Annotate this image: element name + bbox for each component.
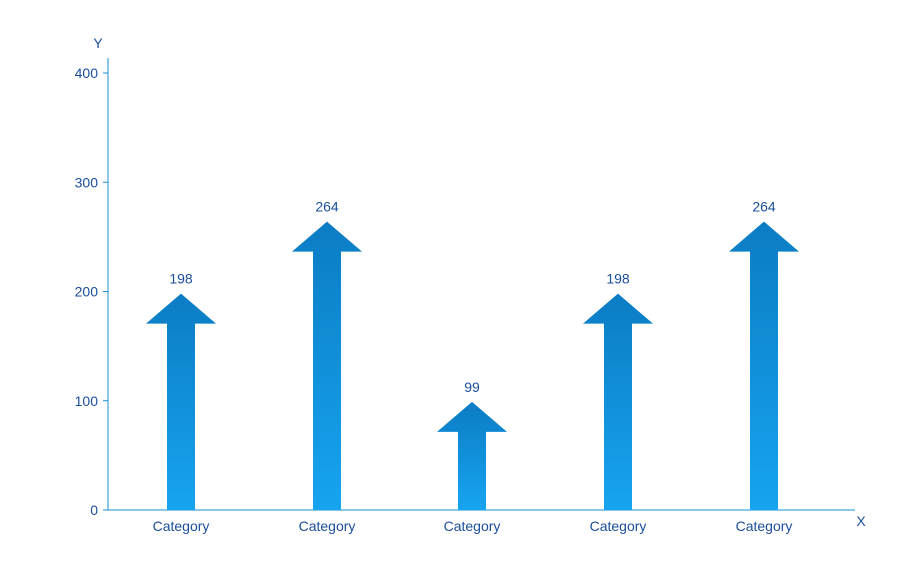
- x-tick-label-4: Category: [736, 518, 793, 534]
- y-tick-label-3: 300: [75, 174, 99, 190]
- bar-arrow-1: [292, 221, 362, 510]
- x-tick-label-0: Category: [153, 518, 210, 534]
- x-tick-label-2: Category: [444, 518, 501, 534]
- data-label-3: 198: [606, 271, 630, 287]
- x-tick-label-3: Category: [590, 518, 647, 534]
- y-axis-title: Y: [93, 35, 103, 51]
- data-label-4: 264: [752, 199, 776, 215]
- y-tick-label-1: 100: [75, 393, 99, 409]
- bar-arrow-0: [146, 293, 216, 510]
- data-label-1: 264: [315, 199, 339, 215]
- y-tick-label-0: 0: [90, 502, 98, 518]
- bar-arrow-4: [729, 221, 799, 510]
- y-axis-ticks: 0 100 200 300 400: [75, 65, 108, 518]
- data-label-0: 198: [169, 271, 193, 287]
- x-axis-title: X: [856, 513, 866, 529]
- y-tick-label-4: 400: [75, 65, 99, 81]
- x-tick-label-1: Category: [299, 518, 356, 534]
- bar-marks: 198 264 99 198 264: [146, 199, 799, 510]
- bar-arrow-2: [437, 401, 507, 510]
- x-axis-tick-labels: Category Category Category Category Category: [153, 518, 793, 534]
- y-tick-label-2: 200: [75, 284, 99, 300]
- bar-arrow-3: [583, 293, 653, 510]
- data-label-2: 99: [464, 379, 480, 395]
